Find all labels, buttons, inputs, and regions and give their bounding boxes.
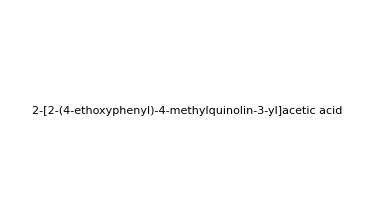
Text: 2-[2-(4-ethoxyphenyl)-4-methylquinolin-3-yl]acetic acid: 2-[2-(4-ethoxyphenyl)-4-methylquinolin-3… — [32, 106, 343, 116]
